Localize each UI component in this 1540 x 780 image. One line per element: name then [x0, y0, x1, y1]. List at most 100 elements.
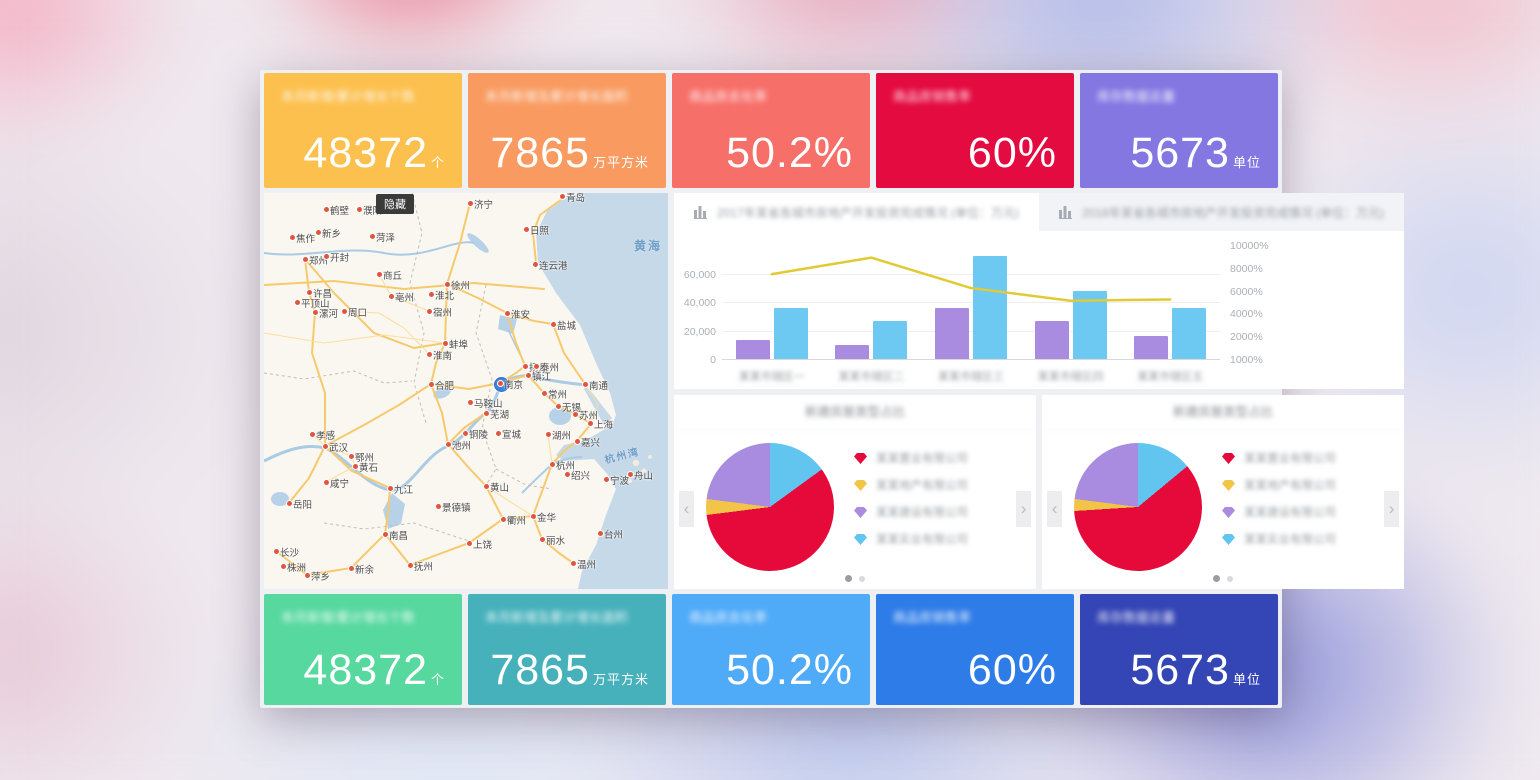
next-arrow[interactable]: › — [1016, 490, 1032, 527]
y-axis-right-tick: 4000% — [1230, 308, 1263, 321]
map-city-label: 丽水 — [546, 536, 566, 547]
map-city-dot — [604, 477, 609, 482]
map-city-label: 上海 — [594, 420, 614, 431]
map-city-label: 商丘 — [383, 271, 403, 282]
pie-panel-1: 新建房屋类型占比 ‹ 某某置业有限公司 某某地产有限公司某某建设有限公司某某实业有… — [674, 395, 1037, 589]
map-city-dot — [370, 234, 375, 239]
card-title: 库存数据总量 — [1097, 610, 1176, 625]
map-city-dot — [349, 566, 354, 571]
pie-body: ‹ 某某置业有限公司 某某地产有限公司某某建设有限公司某某实业有限公司 › — [674, 430, 1036, 587]
map-city-dot — [349, 454, 354, 459]
map-city-label: 咸宁 — [330, 479, 350, 490]
map-city-label: 鹤壁 — [330, 206, 350, 217]
pie-title: 新建房屋类型占比 — [1042, 395, 1405, 430]
map-city-dot — [542, 391, 547, 396]
map-city-label: 温州 — [577, 560, 597, 571]
card-unit: 个 — [430, 155, 445, 170]
tab-label: 2018年某省各城市房地产开发投资完成情况 (单位：万元) — [1082, 205, 1385, 220]
stat-card: 商品房去化率 50.2% — [672, 73, 870, 188]
legend-item[interactable]: 某某地产有限公司 — [1222, 475, 1336, 495]
pie-legend: 某某置业有限公司 某某地产有限公司某某建设有限公司某某实业有限公司 — [854, 448, 968, 556]
gridline — [722, 330, 1220, 332]
legend-item[interactable]: 某某建设有限公司 — [854, 502, 968, 522]
map-city-layer: 青岛 济宁 鹤壁 濮阳 焦作 新乡 菏泽 日照 郑州 开封 商丘 连云港 徐州 淮北 宿州 亳州 许昌 平顶山 漯河… — [264, 193, 668, 589]
prev-arrow[interactable]: ‹ — [679, 490, 694, 527]
pagination-dot[interactable] — [845, 575, 853, 582]
card-title: 商品房去化率 — [689, 610, 768, 625]
prev-arrow[interactable]: ‹ — [1047, 490, 1063, 527]
map-city-label: 长沙 — [280, 548, 300, 559]
tab-chart-2018[interactable]: 2018年某省各城市房地产开发投资完成情况 (单位：万元) — [1039, 193, 1404, 231]
y-axis-right-tick: 6000% — [1230, 285, 1263, 298]
map-city-label: 南京 — [504, 380, 524, 391]
map-city-dot — [550, 462, 555, 467]
legend-item[interactable]: 某某实业有限公司 — [854, 529, 968, 549]
map-city-dot — [484, 484, 489, 489]
pie-legend: 某某置业有限公司某某地产有限公司某某建设有限公司 某某实业有限公司 — [1222, 448, 1336, 556]
legend-item[interactable]: 某某建设有限公司 — [1222, 502, 1336, 522]
map-city-dot — [556, 404, 561, 409]
map-city-dot — [551, 322, 556, 327]
map-city-dot — [524, 227, 529, 232]
map-hide-tag[interactable]: 隐藏 — [376, 194, 414, 214]
pie-chart-1 — [706, 443, 834, 571]
card-unit: 个 — [430, 672, 445, 687]
stat-card: 本月新增/累计增长个数 48372 个 — [264, 73, 462, 188]
y-axis-right-tick: 1000% — [1230, 354, 1263, 366]
map-city-dot — [303, 257, 308, 262]
map-city-label: 盐城 — [557, 321, 577, 332]
card-title: 本月新增及累计增长面积 — [485, 89, 629, 104]
map-city-label: 徐州 — [451, 281, 471, 292]
map-city-dot — [281, 564, 286, 569]
map-city-label: 嘉兴 — [581, 438, 601, 449]
bar-chart-icon — [694, 205, 709, 219]
pagination-dot[interactable] — [859, 575, 866, 582]
bar-purple-bars — [835, 344, 870, 359]
map-city-dot — [290, 235, 295, 240]
legend-label: 某某建设有限公司 — [876, 507, 968, 519]
legend-gem-icon — [854, 533, 867, 545]
map-city-label: 郑州 — [309, 256, 329, 267]
pie-panel-2: 新建房屋类型占比 ‹ 某某置业有限公司某某地产有限公司某某建设有限公司 某某实业有… — [1042, 395, 1405, 589]
map-city-dot — [443, 341, 448, 346]
map-city-dot — [575, 439, 580, 444]
map-panel[interactable]: 青岛 济宁 鹤壁 濮阳 焦作 新乡 菏泽 日照 郑州 开封 商丘 连云港 徐州 淮北 宿州 亳州 许昌 平顶山 漯河… — [264, 193, 668, 589]
tab-chart-2017[interactable]: 2017年某省各城市房地产开发投资完成情况 (单位：万元) — [674, 193, 1040, 231]
stat-card: 库存数据总量 5673 单位 — [1080, 73, 1278, 188]
map-city-dot — [534, 364, 539, 369]
legend-item[interactable]: 某某置业有限公司 — [1222, 448, 1336, 468]
x-axis-category-label: 某某市辖区一 — [738, 371, 805, 383]
legend-item[interactable]: 某某实业有限公司 — [1222, 529, 1336, 549]
stat-card: 商品房销售率 60% — [876, 73, 1074, 188]
legend-item[interactable]: 某某置业有限公司 — [854, 448, 968, 468]
pagination-dot[interactable] — [1227, 575, 1234, 582]
map-city-label: 南昌 — [389, 531, 409, 542]
next-arrow[interactable]: › — [1384, 490, 1400, 527]
pagination-dot[interactable] — [1213, 575, 1221, 582]
map-city-dot — [533, 262, 538, 267]
map-city-dot — [588, 421, 593, 426]
map-city-label: 杭州 — [556, 461, 576, 472]
map-city-label: 镇江 — [532, 372, 552, 383]
map-city-label: 平顶山 — [301, 299, 330, 310]
legend-gem-icon — [1222, 533, 1236, 545]
stat-cards-bottom-row: 本月新增/累计增长个数 48372 个本月新增及累计增长面积 7865 万平方米 商品房去… — [264, 594, 1278, 705]
legend-item[interactable]: 某某地产有限公司 — [854, 475, 968, 495]
bar-line-chart: 0 20,000 40,000 60,000 1000% 2000% 4000% 6000% 8… — [674, 231, 1404, 389]
legend-label: 某某地产有限公司 — [1244, 480, 1337, 492]
map-city-label: 无锡 — [562, 403, 582, 414]
map-city-dot — [484, 411, 489, 416]
map-city-label: 绍兴 — [571, 471, 591, 482]
bar-purple-bars — [1034, 320, 1069, 359]
map-city-dot — [571, 561, 576, 566]
map-city-label: 合肥 — [435, 381, 455, 392]
map-city-label: 新余 — [355, 565, 375, 576]
pie-title: 新建房屋类型占比 — [674, 395, 1037, 430]
map-city-dot — [468, 400, 473, 405]
map-city-label: 抚州 — [414, 562, 434, 573]
map-city-dot — [429, 382, 434, 387]
card-title: 本月新增/累计增长个数 — [281, 610, 415, 625]
map-city-dot — [357, 207, 362, 212]
map-city-label: 苏州 — [579, 411, 599, 422]
map-city-dot — [305, 573, 310, 578]
